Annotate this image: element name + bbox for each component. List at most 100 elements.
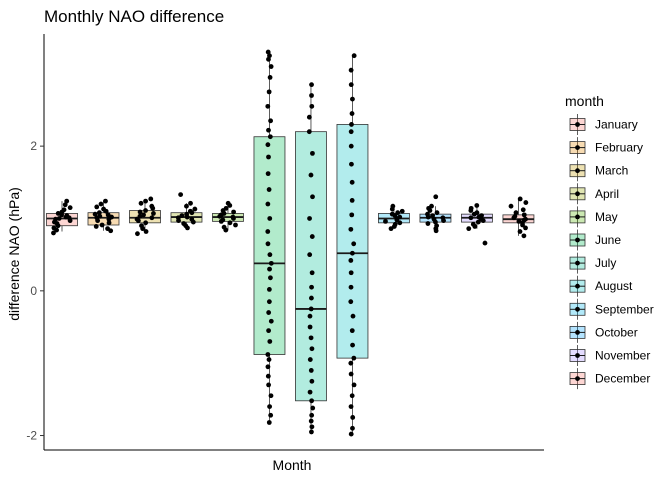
box-may	[212, 200, 244, 233]
legend-item-november: November	[569, 345, 650, 366]
data-point	[349, 212, 355, 218]
data-point	[105, 212, 111, 218]
data-point	[351, 241, 357, 247]
data-point	[266, 286, 272, 292]
data-point	[109, 214, 114, 220]
data-point	[267, 216, 273, 221]
data-point	[179, 213, 185, 218]
data-point	[98, 201, 104, 207]
data-point	[350, 96, 355, 102]
data-point	[151, 211, 156, 216]
data-point	[350, 415, 356, 420]
box-iqr	[336, 124, 369, 359]
data-point	[349, 161, 354, 167]
data-point	[143, 220, 149, 226]
data-point	[309, 284, 314, 290]
data-point	[434, 223, 440, 229]
legend-label: July	[595, 256, 616, 270]
data-point	[265, 49, 271, 55]
data-point	[268, 318, 274, 324]
data-point	[51, 225, 57, 231]
data-point	[309, 270, 315, 276]
data-point	[53, 216, 58, 222]
data-point	[266, 89, 272, 95]
data-point	[265, 373, 271, 379]
legend-key-point	[575, 191, 580, 197]
data-point	[307, 357, 313, 362]
data-point	[188, 200, 193, 206]
data-point	[348, 360, 354, 366]
data-point	[265, 201, 271, 207]
legend-label: January	[595, 118, 638, 132]
data-point	[220, 217, 226, 223]
data-point	[466, 226, 472, 232]
data-point	[184, 211, 190, 217]
data-point	[149, 215, 155, 221]
data-point	[93, 224, 99, 229]
data-point	[349, 111, 355, 116]
legend-key-point	[575, 306, 580, 312]
data-point	[99, 222, 105, 228]
data-point	[348, 226, 354, 232]
legend-label: August	[595, 279, 633, 293]
data-point	[306, 114, 312, 120]
data-point	[96, 210, 102, 216]
data-point	[309, 103, 315, 109]
box-february	[87, 198, 120, 234]
data-point	[351, 355, 357, 361]
data-point	[64, 198, 70, 204]
legend-key-point	[575, 330, 580, 335]
data-point	[351, 53, 357, 59]
data-point	[266, 56, 271, 62]
data-point	[399, 208, 405, 214]
data-point	[348, 143, 354, 149]
data-point	[175, 215, 181, 221]
data-point	[105, 226, 110, 232]
data-point	[266, 154, 271, 160]
data-point	[517, 229, 523, 234]
data-point	[92, 211, 98, 217]
data-point	[425, 221, 431, 226]
data-point	[266, 299, 272, 305]
data-point	[308, 306, 314, 312]
legend-key-point	[575, 145, 580, 151]
data-point	[227, 220, 233, 226]
legend-item-october: October	[569, 321, 638, 343]
data-point	[265, 171, 271, 177]
data-point	[348, 82, 354, 88]
box-october	[419, 194, 452, 234]
y-tick-label: 0	[30, 284, 37, 298]
data-point	[307, 324, 313, 330]
data-point	[520, 207, 526, 213]
data-point	[267, 266, 272, 272]
data-point	[397, 220, 403, 226]
data-point	[230, 214, 236, 220]
data-point	[148, 196, 154, 202]
data-point	[138, 200, 144, 206]
data-point	[349, 328, 355, 334]
data-point	[309, 429, 314, 435]
data-point	[349, 198, 355, 203]
data-point	[434, 210, 440, 216]
legend-label: November	[595, 349, 650, 363]
data-point	[192, 206, 198, 212]
data-point	[425, 211, 430, 217]
data-point	[348, 404, 354, 409]
legend-label: May	[595, 210, 618, 224]
box-september	[378, 203, 410, 232]
data-point	[310, 150, 315, 156]
data-point	[349, 179, 355, 185]
data-point	[309, 234, 315, 239]
data-point	[265, 241, 271, 247]
data-point	[307, 313, 313, 319]
data-point	[62, 202, 68, 208]
data-point	[309, 82, 314, 88]
data-point	[348, 270, 354, 276]
data-point	[135, 231, 140, 237]
legend-item-september: September	[569, 298, 654, 320]
data-point	[468, 205, 474, 211]
data-point	[265, 364, 271, 370]
box-march	[129, 196, 161, 237]
data-point	[266, 357, 272, 362]
legend-item-june: June	[569, 229, 621, 251]
